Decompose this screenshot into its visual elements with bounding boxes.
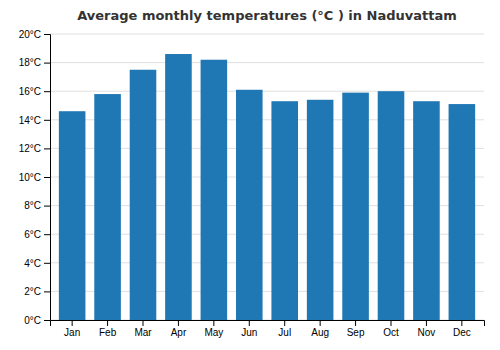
tick-label: Jul [278,327,291,338]
tick: Aug [311,320,329,338]
tick-label: Nov [418,327,436,338]
tick-mark [44,120,50,121]
grid-line [50,62,484,63]
bar [94,94,121,320]
tick: Nov [418,320,436,338]
tick: 0°C [24,315,50,326]
tick: Oct [383,320,399,338]
tick: Mar [134,320,152,338]
tick-label: May [204,327,223,338]
bars [59,54,475,320]
plot: 0°C 2°C 4°C 6°C 8°C 10°C 12°C 14°C 16°C 18°C 20°C J… [19,29,485,338]
tick: 14°C [19,115,50,126]
tick: 2°C [24,286,50,297]
tick-label: Sep [347,327,365,338]
tick-mark [72,320,73,326]
tick-label: 12°C [19,143,41,154]
tick-label: 16°C [19,86,41,97]
tick-mark [44,320,50,321]
tick-mark [426,320,427,326]
tick-mark [213,320,214,326]
tick-mark [44,291,50,292]
tick-mark [44,206,50,207]
tick: Apr [171,320,187,338]
tick: Sep [347,320,365,338]
tick: Jan [64,320,80,338]
tick: Jul [278,320,291,338]
bar [59,111,86,320]
tick: 12°C [19,143,50,154]
bar [165,54,192,320]
bar [378,91,405,320]
tick-mark [44,91,50,92]
tick: 20°C [19,29,50,40]
tick-mark [107,320,108,326]
tick-label: 4°C [24,258,41,269]
bar [271,101,298,320]
bar [130,70,157,320]
bar [201,60,228,320]
tick-label: Dec [453,327,471,338]
tick: 10°C [19,172,50,183]
tick-label: 18°C [19,57,41,68]
tick-mark [44,263,50,264]
chart: 0°C 2°C 4°C 6°C 8°C 10°C 12°C 14°C 16°C 18°C 20°C J… [0,0,500,350]
tick-label: Aug [311,327,329,338]
tick-mark [461,320,462,326]
tick-label: 14°C [19,115,41,126]
tick-label: 0°C [24,315,41,326]
tick-label: Mar [134,327,152,338]
axis-line [44,35,51,321]
tick-label: Jan [64,327,80,338]
tick-mark [44,177,50,178]
tick-label: Feb [99,327,117,338]
axis-line [51,321,485,327]
tick-label: 20°C [19,29,41,40]
tick-label: 2°C [24,286,41,297]
y-axis: 0°C 2°C 4°C 6°C 8°C 10°C 12°C 14°C 16°C 18°C 20°C [19,29,51,326]
tick-label: Apr [171,327,187,338]
bar [236,90,263,320]
tick: Dec [453,320,471,338]
tick: 6°C [24,229,50,240]
tick-label: Oct [383,327,399,338]
tick: 16°C [19,86,50,97]
tick-mark [284,320,285,326]
tick-label: 6°C [24,229,41,240]
grid [50,34,484,320]
grid-line [50,34,484,35]
tick-mark [320,320,321,326]
tick: Feb [99,320,117,338]
tick-label: Jun [241,327,257,338]
bar [413,101,440,320]
tick: 18°C [19,57,50,68]
x-axis: Jan Feb Mar Apr May Jun Jul Aug Sep Oct Nov Dec [51,320,485,338]
tick-mark [44,34,50,35]
tick-mark [44,63,50,64]
tick-mark [44,148,50,149]
tick-mark [44,234,50,235]
tick-mark [249,320,250,326]
tick: 8°C [24,200,50,211]
tick-mark [391,320,392,326]
bar [307,100,334,320]
tick-mark [355,320,356,326]
grid-line [50,91,484,92]
tick-label: 8°C [24,200,41,211]
tick: 4°C [24,258,50,269]
title: Average monthly temperatures (°C ) in Na… [77,8,457,23]
tick-mark [143,320,144,326]
tick: May [204,320,223,338]
tick-label: 10°C [19,172,41,183]
tick-mark [178,320,179,326]
bar [449,104,476,320]
tick: Jun [241,320,257,338]
bar [342,93,369,320]
